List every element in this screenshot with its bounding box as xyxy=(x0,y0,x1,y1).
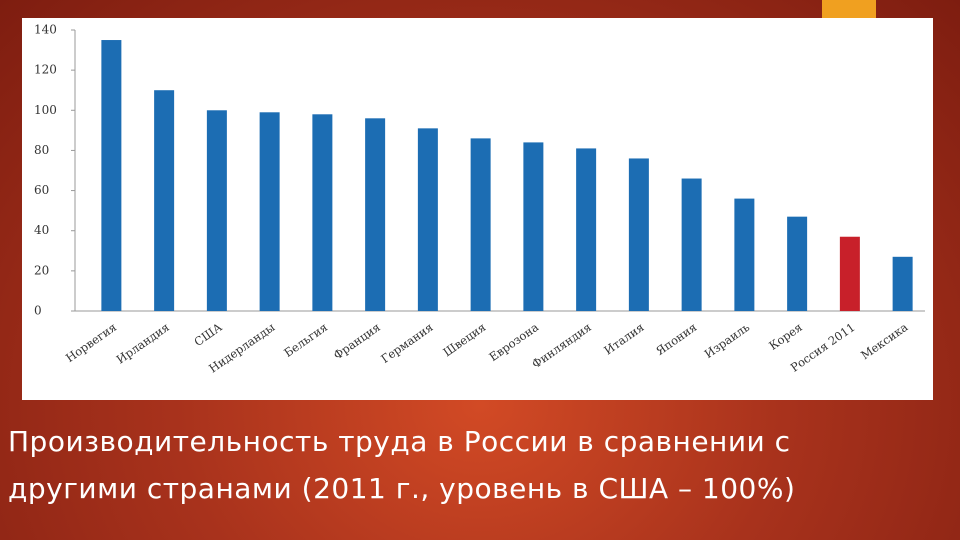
bar xyxy=(154,90,175,311)
bar xyxy=(892,256,913,311)
bar xyxy=(312,114,333,311)
accent-bar xyxy=(822,0,876,18)
bar xyxy=(734,198,755,311)
y-tick-label: 60 xyxy=(34,183,49,197)
y-tick-label: 80 xyxy=(34,143,49,157)
bar xyxy=(206,110,227,312)
y-tick-label: 20 xyxy=(34,263,49,277)
bar xyxy=(417,128,438,311)
y-tick-label: 40 xyxy=(34,223,49,237)
bar xyxy=(839,236,860,311)
bar xyxy=(681,178,702,311)
bar xyxy=(523,142,544,311)
y-tick-label: 100 xyxy=(34,103,57,117)
chart-title: Производительность труда в России в срав… xyxy=(8,425,796,505)
bar xyxy=(101,40,122,312)
y-tick-label: 140 xyxy=(34,23,57,37)
bar xyxy=(787,216,808,311)
bar xyxy=(259,112,280,312)
bar xyxy=(470,138,491,311)
y-tick-label: 120 xyxy=(34,63,57,77)
y-tick-label: 0 xyxy=(34,304,42,318)
bar xyxy=(576,148,597,311)
bar xyxy=(628,158,649,311)
bar xyxy=(365,118,386,311)
